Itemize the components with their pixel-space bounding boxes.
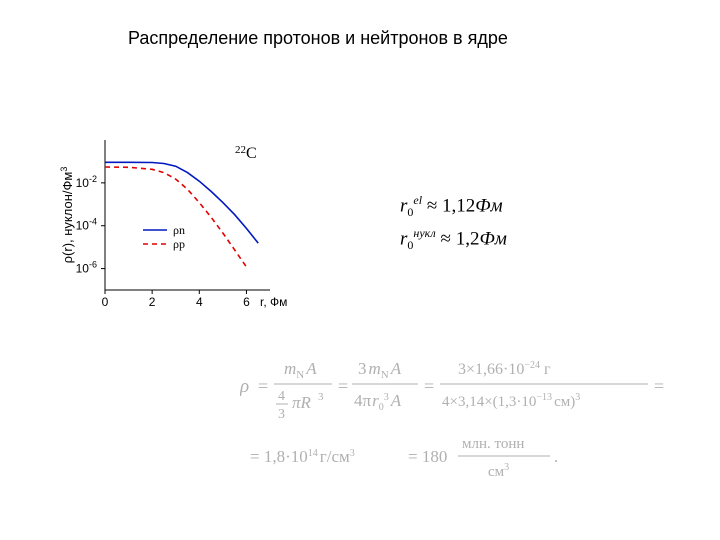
equation-svg: ρ = mNA 4 3 πR 3 = 3mNA 4πr03A = 3×1,66·10−24г 4×3,1… [240, 350, 680, 500]
svg-text:ρ: ρ [240, 376, 249, 397]
svg-text:3×1,66·10−24г: 3×1,66·10−24г [458, 360, 551, 378]
svg-text:.: . [554, 447, 558, 466]
svg-text:=: = [258, 376, 268, 396]
svg-text:3: 3 [318, 391, 324, 403]
svg-text:0: 0 [102, 295, 109, 309]
svg-text:4πr03A: 4πr03A [354, 391, 402, 413]
svg-text:mNA: mNA [284, 359, 317, 381]
eq-r0-nucl: r0нукл ≈ 1,2Фм [400, 223, 507, 256]
svg-text:млн. тонн: млн. тонн [462, 436, 524, 452]
svg-text:6: 6 [243, 295, 250, 309]
density-chart: 10-2 10-4 10-6 0 2 4 6 r, Фм ρ(r), нуклон/Фм3 22C… [60, 130, 290, 320]
svg-text:=: = [654, 376, 664, 396]
svg-text:4×3,14×(1,3·10−13см)3: 4×3,14×(1,3·10−13см)3 [442, 392, 580, 410]
svg-text:4: 4 [196, 295, 203, 309]
svg-text:ρ(r), нуклон/Фм3: ρ(r), нуклон/Фм3 [60, 167, 75, 264]
radius-equations: r0el ≈ 1,12Фм r0нукл ≈ 1,2Фм [400, 190, 507, 255]
svg-text:2: 2 [149, 295, 156, 309]
svg-text:см3: см3 [488, 462, 509, 480]
svg-text:=: = [424, 376, 434, 396]
svg-text:r, Фм: r, Фм [260, 295, 287, 309]
svg-text:3: 3 [278, 407, 285, 422]
svg-text:ρp: ρp [173, 237, 185, 251]
svg-text:4: 4 [278, 389, 285, 404]
svg-text:= 1,8·1014г/см3: = 1,8·1014г/см3 [250, 447, 355, 466]
series-rho-p [105, 167, 246, 267]
svg-text:10-2: 10-2 [76, 174, 97, 190]
density-equation: ρ = mNA 4 3 πR 3 = 3mNA 4πr03A = 3×1,66·10−24г 4×3,1… [240, 350, 680, 505]
svg-text:10-4: 10-4 [76, 217, 97, 233]
eq-r0-el: r0el ≈ 1,12Фм [400, 190, 507, 223]
page-title: Распределение протонов и нейтронов в ядр… [128, 28, 508, 49]
svg-text:πR: πR [292, 393, 312, 412]
svg-text:3mNA: 3mNA [358, 359, 402, 381]
svg-text:=: = [338, 376, 348, 396]
svg-text:= 180: = 180 [408, 447, 447, 466]
svg-text:10-6: 10-6 [76, 260, 97, 276]
svg-text:ρn: ρn [173, 223, 185, 237]
svg-text:22C: 22C [235, 144, 257, 162]
